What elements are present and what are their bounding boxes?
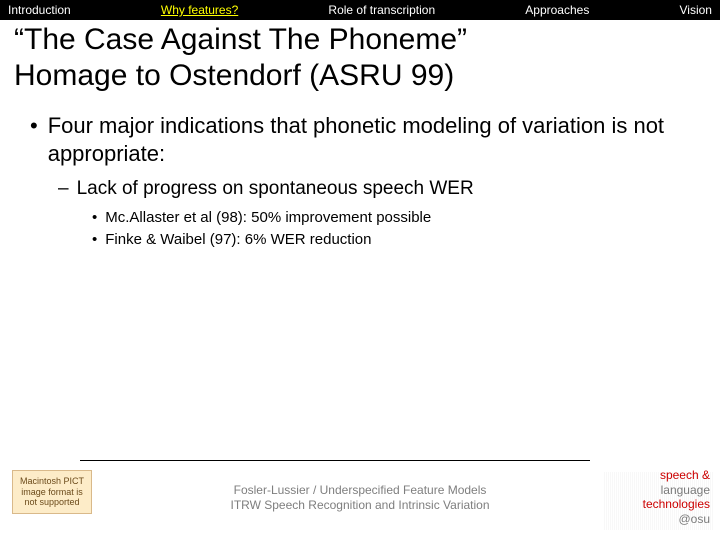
logo-line-4: @osu <box>643 512 710 526</box>
nav-why-features[interactable]: Why features? <box>161 3 238 17</box>
footer-divider <box>80 460 590 461</box>
footer-line-1: Fosler-Lussier / Underspecified Feature … <box>234 483 487 497</box>
bullet-l3a-text: Mc.Allaster et al (98): 50% improvement … <box>105 208 431 228</box>
logo-line-1: speech & <box>643 468 710 482</box>
footer: Macintosh PICT image format is not suppo… <box>0 460 720 540</box>
slide-content: • Four major indications that phonetic m… <box>0 102 720 250</box>
logo-line-2: language <box>643 483 710 497</box>
logo: speech & language technologies @osu <box>643 468 710 526</box>
bullet-l3b-text: Finke & Waibel (97): 6% WER reduction <box>105 230 371 250</box>
nav-introduction[interactable]: Introduction <box>8 3 71 17</box>
logo-line-3: technologies <box>643 497 710 511</box>
nav-vision[interactable]: Vision <box>679 3 711 17</box>
bullet-level-1: • Four major indications that phonetic m… <box>30 112 690 167</box>
bullet-level-3: • Mc.Allaster et al (98): 50% improvemen… <box>92 208 690 228</box>
bullet-marker: • <box>92 208 97 228</box>
title-line-2: Homage to Ostendorf (ASRU 99) <box>14 59 454 92</box>
bullet-l2-text: Lack of progress on spontaneous speech W… <box>77 177 474 202</box>
bullet-level-2: – Lack of progress on spontaneous speech… <box>58 177 690 202</box>
bullet-level-3: • Finke & Waibel (97): 6% WER reduction <box>92 230 690 250</box>
title-line-1: “The Case Against The Phoneme” <box>14 23 467 56</box>
dash-marker: – <box>58 177 69 202</box>
nav-bar: Introduction Why features? Role of trans… <box>0 0 720 20</box>
bullet-l1-text: Four major indications that phonetic mod… <box>48 112 690 167</box>
nav-approaches[interactable]: Approaches <box>525 3 589 17</box>
bullet-marker: • <box>92 230 97 250</box>
bullet-marker: • <box>30 112 38 167</box>
slide-title: “The Case Against The Phoneme” Homage to… <box>0 20 720 102</box>
nav-role-transcription[interactable]: Role of transcription <box>328 3 435 17</box>
